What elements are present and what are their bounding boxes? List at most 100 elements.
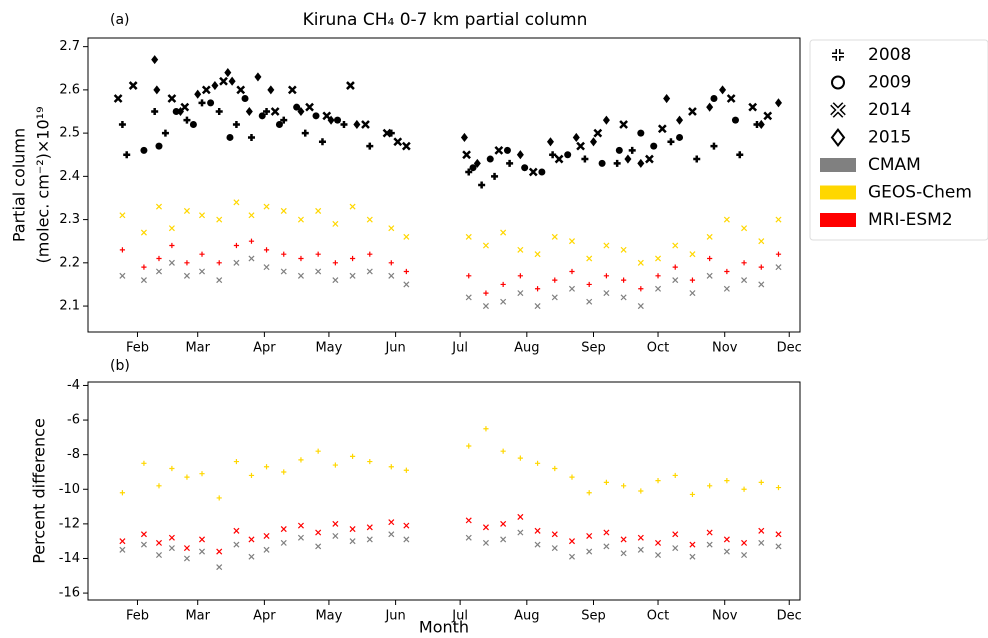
marker	[676, 133, 684, 141]
marker	[586, 298, 593, 305]
marker	[628, 146, 636, 154]
marker	[655, 285, 662, 292]
marker	[500, 281, 506, 288]
marker	[270, 107, 280, 116]
marker	[183, 272, 190, 279]
marker	[403, 268, 409, 275]
marker	[620, 536, 627, 543]
marker	[263, 546, 270, 553]
marker	[401, 141, 411, 151]
marker	[327, 115, 335, 125]
marker	[297, 522, 304, 529]
marker	[637, 546, 644, 553]
marker	[334, 116, 342, 124]
marker	[315, 207, 322, 214]
marker	[758, 539, 765, 546]
marker	[586, 490, 592, 496]
x-tick-label: May	[315, 609, 342, 624]
marker	[517, 529, 524, 536]
marker	[248, 212, 255, 219]
marker	[199, 471, 205, 477]
marker	[180, 102, 190, 112]
y-tick-label: 2.4	[59, 169, 80, 184]
marker	[388, 225, 395, 232]
marker	[183, 555, 190, 562]
legend-label: 2008	[868, 45, 911, 65]
marker	[589, 137, 597, 147]
marker	[517, 246, 524, 253]
y-axis-label: (molec. cm⁻²)×10¹⁹	[34, 107, 53, 264]
y-tick-label: 2.2	[59, 255, 80, 270]
marker	[258, 112, 266, 120]
marker	[293, 103, 301, 111]
marker	[517, 455, 523, 461]
marker	[602, 115, 610, 125]
marker	[494, 146, 504, 155]
marker	[775, 543, 782, 550]
marker	[168, 259, 175, 266]
marker	[194, 89, 202, 99]
marker	[621, 277, 627, 283]
marker	[332, 220, 339, 227]
marker	[672, 277, 679, 284]
marker	[211, 81, 219, 91]
legend-marker	[832, 49, 844, 61]
marker	[248, 553, 255, 560]
marker	[689, 290, 696, 297]
y-tick-label: 2.6	[59, 82, 80, 97]
marker	[233, 259, 240, 266]
y-tick-label: -8	[67, 447, 80, 462]
marker	[593, 128, 603, 138]
marker	[707, 483, 713, 489]
marker	[198, 548, 206, 555]
marker	[366, 536, 373, 543]
marker	[774, 98, 782, 108]
marker	[353, 119, 361, 130]
marker	[168, 225, 175, 232]
marker	[538, 168, 546, 176]
marker	[403, 536, 410, 543]
marker	[586, 548, 593, 555]
y-tick-label: -14	[59, 551, 80, 566]
marker	[189, 120, 197, 128]
marker	[151, 108, 159, 115]
panel-label: (a)	[110, 12, 130, 28]
marker	[167, 94, 177, 103]
marker	[586, 532, 593, 540]
marker	[332, 260, 338, 266]
marker	[534, 286, 541, 292]
marker	[637, 534, 644, 541]
marker	[248, 536, 255, 543]
marker	[726, 94, 736, 103]
marker	[241, 95, 249, 103]
marker	[198, 536, 206, 543]
marker	[216, 260, 222, 266]
x-tick-label: May	[315, 341, 342, 356]
marker	[478, 181, 486, 189]
marker	[706, 541, 713, 548]
marker	[141, 264, 147, 270]
marker	[263, 264, 270, 271]
marker	[637, 259, 644, 266]
chart-title: Kiruna CH₄ 0-7 km partial column	[303, 10, 588, 30]
marker	[388, 272, 395, 279]
marker	[534, 303, 541, 310]
marker	[460, 132, 468, 142]
x-tick-label: Dec	[777, 341, 802, 356]
marker	[183, 116, 191, 124]
marker	[554, 154, 564, 164]
marker	[140, 146, 148, 154]
marker	[638, 286, 644, 292]
marker	[366, 142, 374, 150]
marker	[663, 93, 671, 104]
marker	[280, 268, 287, 275]
marker	[482, 524, 489, 531]
marker	[184, 474, 190, 480]
plot-frame	[87, 37, 801, 333]
marker	[140, 229, 147, 236]
marker	[758, 281, 765, 288]
marker	[483, 290, 489, 296]
marker	[637, 158, 645, 168]
marker	[233, 242, 240, 249]
